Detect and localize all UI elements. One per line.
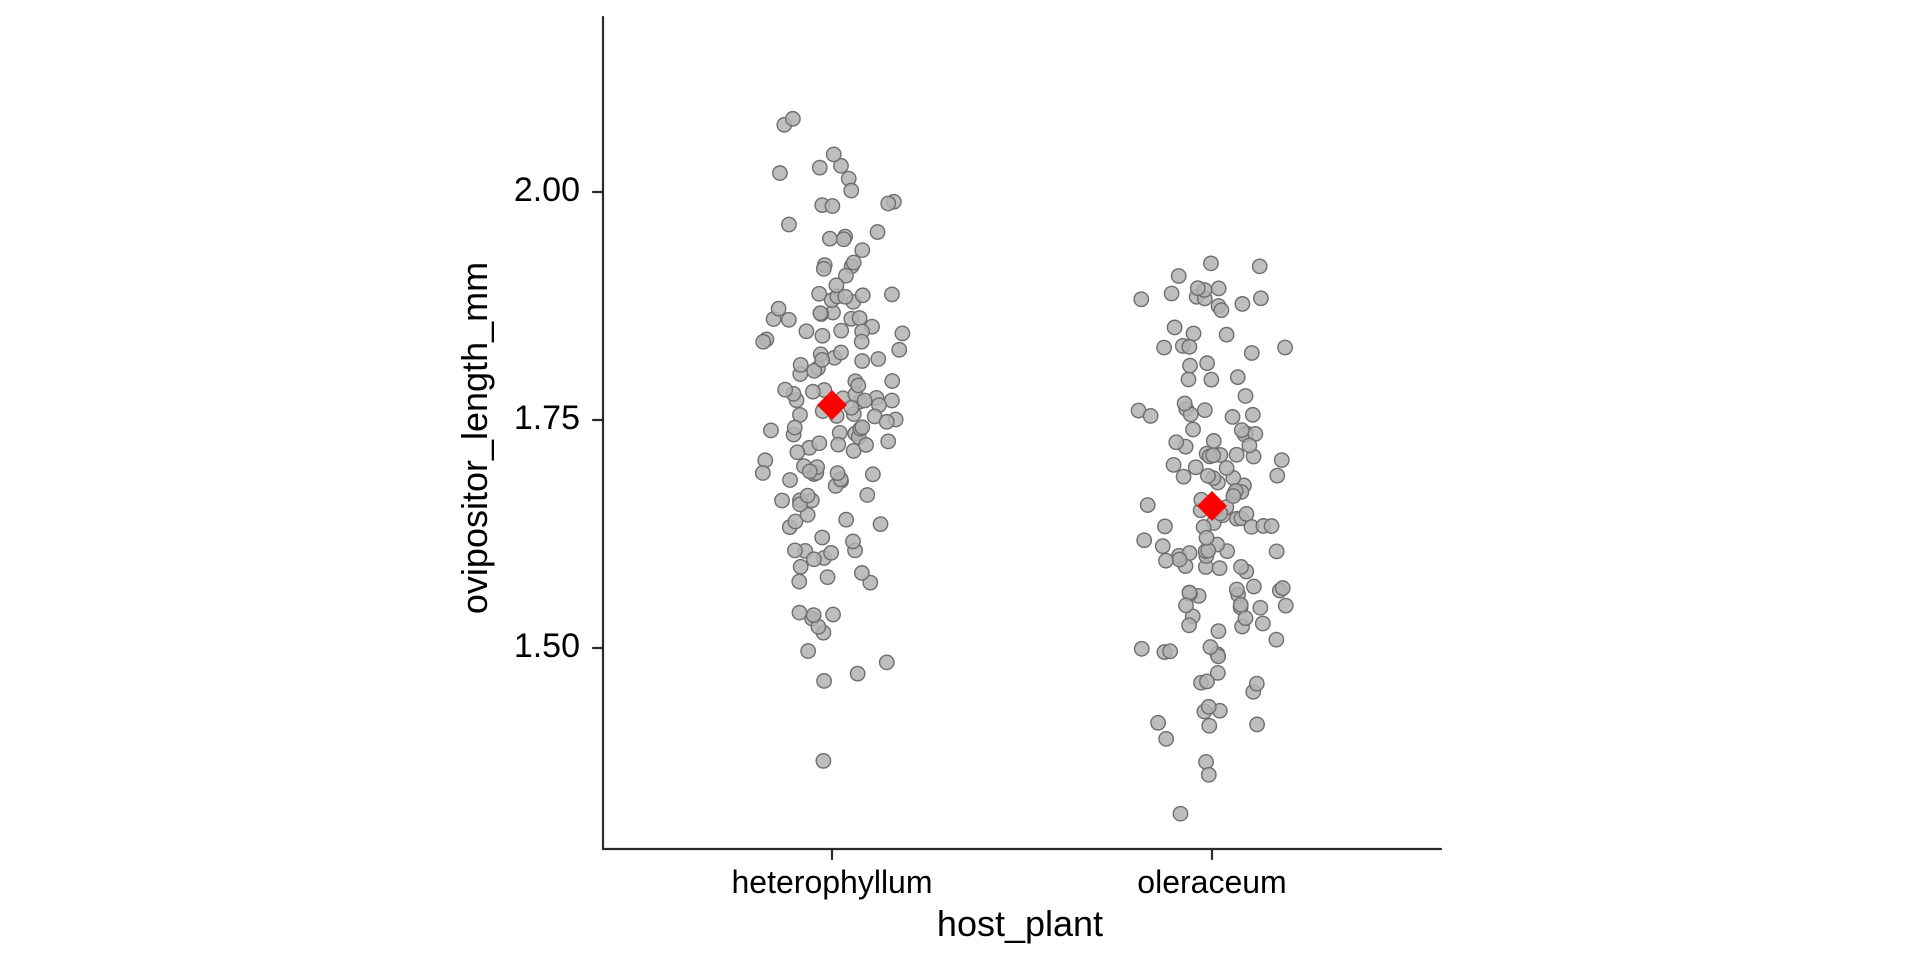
svg-text:1.50: 1.50 <box>514 627 580 665</box>
svg-text:ovipositor_length_mm: ovipositor_length_mm <box>454 262 495 614</box>
svg-text:1.75: 1.75 <box>514 399 580 437</box>
svg-text:heterophyllum: heterophyllum <box>732 864 933 900</box>
svg-text:2.00: 2.00 <box>514 171 580 209</box>
svg-text:host_plant: host_plant <box>937 903 1103 944</box>
svg-text:oleraceum: oleraceum <box>1137 864 1286 900</box>
